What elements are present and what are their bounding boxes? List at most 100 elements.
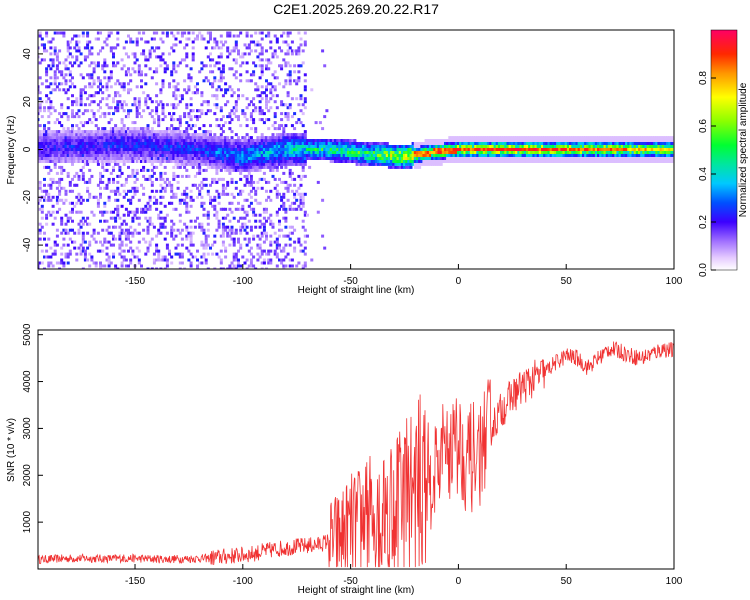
spectrogram-cell xyxy=(109,70,113,74)
spectrogram-cell xyxy=(58,189,62,193)
spectrogram-cell xyxy=(112,64,115,68)
spectrogram-cell xyxy=(396,160,400,163)
spectrogram-cell xyxy=(144,177,148,181)
spectrogram-cell xyxy=(187,145,191,148)
spectrogram-cell xyxy=(101,67,105,71)
spectrogram-cell xyxy=(271,168,275,172)
spectrogram-cell xyxy=(120,249,124,253)
spectrogram-cell xyxy=(280,49,284,53)
spectrogram-cell xyxy=(282,154,286,157)
spectrogram-cell xyxy=(278,139,281,142)
spectrogram-cell xyxy=(49,46,53,50)
spectrogram-cell xyxy=(515,160,519,163)
spectrogram-cell xyxy=(241,225,245,229)
spectrogram-cell xyxy=(262,160,266,163)
spectrogram-cell xyxy=(81,151,85,154)
spectrogram-cell xyxy=(114,154,118,157)
spectrogram-cell xyxy=(187,234,191,238)
spectrogram-cell xyxy=(49,157,53,160)
spectrogram-cell xyxy=(368,157,372,160)
spectrogram-cell xyxy=(519,136,523,140)
spectrogram-cell xyxy=(338,151,342,154)
spectrogram-cell xyxy=(161,255,165,259)
spectrogram-cell xyxy=(58,142,62,145)
spectrogram-cell xyxy=(424,154,428,157)
spectrogram-cell xyxy=(127,160,130,163)
spectrogram-cell xyxy=(368,148,372,151)
spectrogram-cell xyxy=(582,139,585,142)
spectrogram-cell xyxy=(45,67,49,71)
spectrogram-cell xyxy=(47,40,51,44)
spectrogram-cell xyxy=(116,151,120,154)
spectrogram-cell xyxy=(148,240,152,244)
spectrogram-cell xyxy=(107,76,111,80)
spectrogram-cell xyxy=(204,246,208,250)
spectrogram-cell xyxy=(75,40,79,44)
spectrogram-cell xyxy=(265,142,268,145)
spectrogram-cell xyxy=(530,154,534,157)
spectrogram-cell xyxy=(142,207,146,211)
spectrogram-cell xyxy=(495,139,499,142)
spectrogram-cell xyxy=(262,228,266,232)
spectrogram-cell xyxy=(172,174,176,178)
spectrogram-cell xyxy=(482,136,486,140)
spectrogram-cell xyxy=(592,154,596,157)
spectrogram-cell xyxy=(215,97,219,101)
spectrogram-cell xyxy=(92,195,96,199)
spectrogram-cell xyxy=(474,136,478,140)
spectrogram-cell xyxy=(310,88,314,92)
spectrogram-cell xyxy=(90,121,94,125)
spectrogram-cell xyxy=(573,148,577,151)
spectrogram-cell xyxy=(118,148,122,151)
spectrogram-cell xyxy=(290,157,294,160)
spectrogram-cell xyxy=(560,160,564,163)
spectrogram-cell xyxy=(86,43,90,47)
spectrogram-cell xyxy=(252,213,256,217)
spectrogram-cell xyxy=(409,145,413,148)
spectrogram-cell xyxy=(38,91,42,95)
spectrogram-cell xyxy=(482,148,486,151)
spectrogram-cell xyxy=(226,154,230,157)
spectrogram-cell xyxy=(86,160,90,163)
spectrogram-cell xyxy=(571,160,575,163)
spectrogram-cell xyxy=(286,31,290,35)
spectrogram-cell xyxy=(187,139,191,142)
spectrogram-cell xyxy=(271,222,275,226)
spectrogram-cell xyxy=(590,142,594,145)
spectrogram-cell xyxy=(206,162,210,166)
spectrogram-cell xyxy=(161,40,165,44)
spectrogram-cell xyxy=(474,142,478,145)
spectrogram-cell xyxy=(55,31,59,35)
spectrogram-cell xyxy=(258,237,262,241)
spectrogram-cell xyxy=(200,151,204,154)
spectrogram-cell xyxy=(86,121,90,125)
spectrogram-cell xyxy=(303,234,307,238)
spectrogram-cell xyxy=(215,124,219,128)
spectrogram-cell xyxy=(495,157,499,160)
spectrogram-cell xyxy=(189,76,193,80)
spectrogram-cell xyxy=(187,37,191,41)
spectrogram-cell xyxy=(112,210,115,214)
spectrogram-cell xyxy=(202,255,206,259)
spectrogram-cell xyxy=(506,154,510,157)
spectrogram-cell xyxy=(142,52,146,56)
spectrogram-cell xyxy=(487,160,491,163)
spectrogram-cell xyxy=(103,76,107,80)
spectrogram-cell xyxy=(553,157,557,160)
spectrogram-cell xyxy=(545,154,549,157)
spectrogram-cell xyxy=(58,31,62,35)
spectrogram-cell xyxy=(127,109,130,113)
spectrogram-cell xyxy=(161,136,165,140)
spectrogram-cell xyxy=(142,139,146,142)
spectrogram-cell xyxy=(79,225,83,229)
spectrogram-cell xyxy=(51,37,55,41)
spectrogram-cell xyxy=(295,151,299,154)
spectrogram-cell xyxy=(601,154,605,157)
spectrogram-cell xyxy=(566,160,570,163)
spectrogram-cell xyxy=(176,228,180,232)
spectrogram-cell xyxy=(618,142,622,145)
spectrogram-cell xyxy=(116,213,120,217)
spectrogram-cell xyxy=(366,160,370,163)
spectrogram-cell xyxy=(379,145,383,148)
spectrogram-cell xyxy=(493,139,497,142)
